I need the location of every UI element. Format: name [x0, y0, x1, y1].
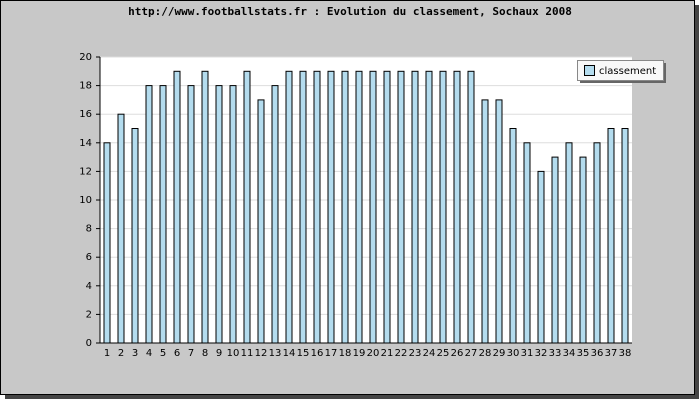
- x-tick-label: 5: [160, 348, 166, 359]
- bar: [607, 128, 615, 344]
- bar: [187, 85, 195, 344]
- y-tick-label: 16: [79, 109, 92, 120]
- bar: [383, 70, 391, 344]
- bar: [579, 156, 587, 344]
- y-tick-label: 20: [79, 52, 92, 63]
- bar: [537, 170, 545, 344]
- bar: [481, 99, 489, 344]
- x-tick-label: 33: [549, 348, 562, 359]
- bar: [327, 70, 335, 344]
- bar: [397, 70, 405, 344]
- y-tick-label: 10: [79, 195, 92, 206]
- x-tick-label: 3: [132, 348, 138, 359]
- x-tick-label: 12: [255, 348, 268, 359]
- legend: [577, 60, 666, 83]
- x-tick-label: 38: [619, 348, 632, 359]
- bar: [103, 142, 111, 344]
- y-tick-label: 18: [79, 81, 92, 92]
- x-tick-label: 26: [451, 348, 464, 359]
- x-tick-label: 7: [188, 348, 194, 359]
- bar: [131, 128, 139, 344]
- x-tick-label: 2: [118, 348, 124, 359]
- bar: [201, 70, 209, 344]
- bar: [621, 128, 629, 344]
- legend-box: [577, 60, 664, 81]
- x-tick-label: 34: [563, 348, 576, 359]
- bar: [467, 70, 475, 344]
- bar: [145, 85, 153, 344]
- bar: [411, 70, 419, 344]
- x-tick-label: 4: [146, 348, 152, 359]
- x-tick-label: 29: [493, 348, 506, 359]
- bar: [565, 142, 573, 344]
- x-tick-label: 16: [311, 348, 324, 359]
- bar: [439, 70, 447, 344]
- bar: [243, 70, 251, 344]
- x-tick-label: 24: [423, 348, 436, 359]
- bar: [341, 70, 349, 344]
- x-tick-label: 37: [605, 348, 618, 359]
- x-tick-label: 32: [535, 348, 548, 359]
- bar: [355, 70, 363, 344]
- x-tick-label: 9: [216, 348, 222, 359]
- bar: [523, 142, 531, 344]
- bar: [285, 70, 293, 344]
- x-tick-label: 20: [367, 348, 380, 359]
- x-tick-label: 19: [353, 348, 366, 359]
- x-tick-label: 27: [465, 348, 478, 359]
- x-tick-label: 8: [202, 348, 208, 359]
- x-tick-label: 31: [521, 348, 534, 359]
- chart-title: http://www.footballstats.fr : Evolution …: [128, 5, 572, 18]
- y-tick-label: 8: [86, 224, 92, 235]
- y-tick-label: 2: [86, 309, 92, 320]
- legend-label: classement: [599, 66, 656, 77]
- x-tick-label: 25: [437, 348, 450, 359]
- x-tick-label: 17: [325, 348, 338, 359]
- x-tick-label: 6: [174, 348, 180, 359]
- bar: [453, 70, 461, 344]
- bar: [215, 85, 223, 344]
- bar: [159, 85, 167, 344]
- x-tick-label: 10: [227, 348, 240, 359]
- x-tick-label: 13: [269, 348, 282, 359]
- x-tick-label: 23: [409, 348, 422, 359]
- bar: [509, 128, 517, 344]
- bar: [313, 70, 321, 344]
- x-tick-label: 1: [104, 348, 110, 359]
- bar: [173, 70, 181, 344]
- y-tick-label: 6: [86, 252, 92, 263]
- bar: [229, 85, 237, 344]
- x-tick-label: 30: [507, 348, 520, 359]
- bar: [257, 99, 265, 344]
- y-tick-label: 0: [86, 338, 92, 349]
- bar: [299, 70, 307, 344]
- bar: [425, 70, 433, 344]
- y-tick-label: 4: [86, 281, 92, 292]
- bar: [369, 70, 377, 344]
- bar: [495, 99, 503, 344]
- y-tick-label: 12: [79, 166, 92, 177]
- x-tick-label: 28: [479, 348, 492, 359]
- x-tick-label: 14: [283, 348, 296, 359]
- x-tick-label: 11: [241, 348, 254, 359]
- bar: [117, 113, 125, 344]
- bar: [551, 156, 559, 344]
- x-tick-label: 35: [577, 348, 590, 359]
- bar: [593, 142, 601, 344]
- y-tick-label: 14: [79, 138, 92, 149]
- x-tick-label: 18: [339, 348, 352, 359]
- legend-swatch: [584, 65, 595, 76]
- x-tick-label: 22: [395, 348, 408, 359]
- bar: [271, 85, 279, 344]
- x-tick-label: 36: [591, 348, 604, 359]
- x-tick-label: 15: [297, 348, 310, 359]
- x-tick-label: 21: [381, 348, 394, 359]
